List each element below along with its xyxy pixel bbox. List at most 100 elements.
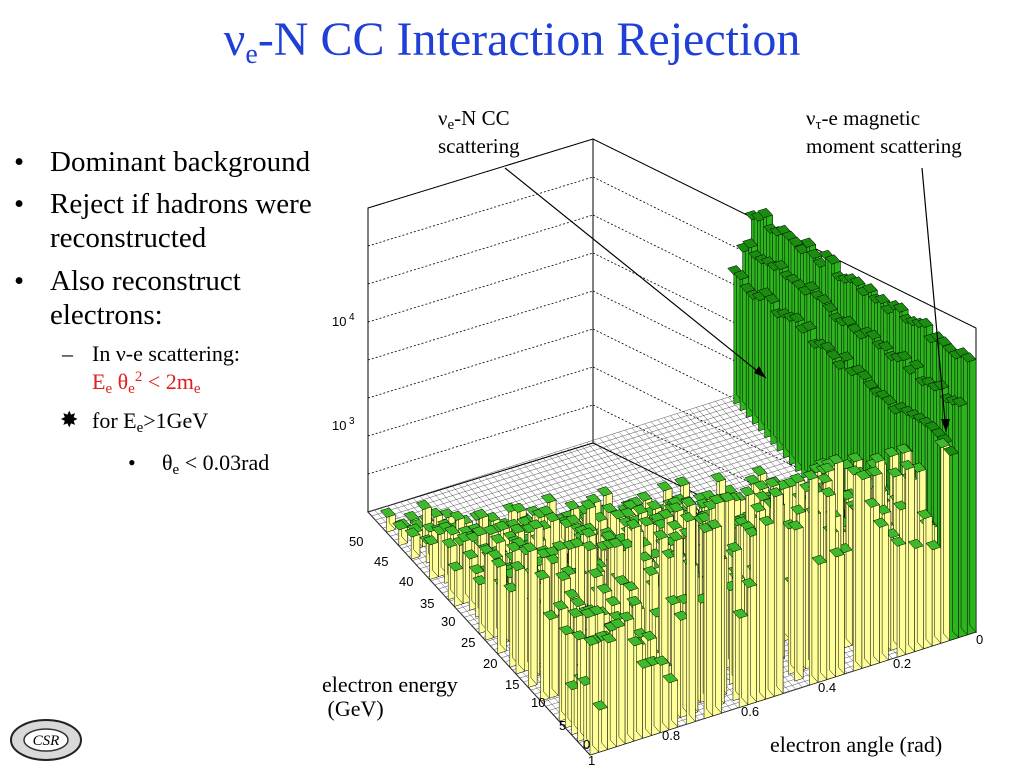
- wall-grid-line: [367, 404, 594, 475]
- angle-tick-label: 0.6: [741, 704, 759, 719]
- energy-tick-label: 20: [483, 656, 497, 671]
- histogram-bar: [802, 469, 819, 686]
- kinematic-formula: Ee θe2 < 2me: [92, 368, 201, 397]
- histogram-bar: [404, 527, 421, 560]
- energy-tick-label: 35: [420, 596, 434, 611]
- histogram-bar: [864, 497, 880, 666]
- histogram-bar: [706, 518, 723, 717]
- slide-title: νe-N CC Interaction Rejection: [223, 13, 801, 70]
- energy-tick-label: 50: [349, 534, 363, 549]
- angle-tick-label: 1: [588, 753, 595, 768]
- histogram-bar: [447, 560, 464, 607]
- histogram-bar: [750, 502, 766, 703]
- histogram-bar: [478, 543, 495, 641]
- histogram-bar: [741, 577, 758, 706]
- z-tick-exponent: 3: [349, 416, 355, 427]
- histogram-bar: [592, 700, 608, 753]
- histogram-bar: [846, 465, 863, 672]
- wall-grid-line: [592, 366, 977, 557]
- bullet-item: • Dominant background: [14, 146, 311, 178]
- sub-bullet-item: – In ν-e scattering: Ee θe2 < 2me: [12, 340, 372, 398]
- floor-grid-line: [371, 392, 758, 517]
- bullet-text: Dominant background: [50, 146, 311, 178]
- histogram-bar: [787, 519, 804, 682]
- angle-tick-label: 0: [976, 632, 983, 647]
- histogram-bar: [490, 557, 507, 655]
- z-tick-exponent: 4: [349, 312, 355, 323]
- wall-grid-line: [367, 176, 594, 247]
- histogram-bar: [907, 538, 924, 652]
- floor-grid-line: [367, 388, 755, 513]
- floor-grid-line: [379, 400, 766, 525]
- histogram-bar: [872, 517, 889, 664]
- energy-tick-label: 15: [505, 677, 519, 692]
- wall-grid-line: [367, 214, 594, 285]
- histogram-bar: [423, 534, 439, 580]
- histogram-bar: [829, 546, 845, 678]
- z-tick-label: 10: [332, 418, 346, 433]
- dot-bullet-item: • θe < 0.03rad: [128, 450, 270, 479]
- angle-tick-label: 0.8: [662, 728, 680, 743]
- histogram-bar: [960, 352, 977, 636]
- bullet-item: • Also reconstruct electrons:: [14, 264, 241, 331]
- svg-text:CSR: CSR: [33, 733, 60, 749]
- nutau-annotation: ντ-e magnetic moment scattering: [806, 106, 962, 159]
- bullet-item: • Reject if hadrons were reconstructed: [14, 188, 312, 255]
- histogram-bar: [392, 519, 409, 547]
- histogram-bars: [379, 207, 977, 756]
- energy-tick-label: 10: [531, 695, 545, 710]
- histogram-bar: [679, 511, 696, 725]
- histogram-bar: [583, 635, 600, 756]
- histogram-bar: [934, 437, 951, 644]
- histogram-bar: [509, 560, 526, 675]
- histogram-bar: [836, 542, 853, 649]
- wall-grid-line: [367, 138, 594, 209]
- nutau-arrow: [921, 167, 947, 433]
- histogram-bar: [609, 617, 626, 747]
- bullet-text: Also reconstruct electrons:: [50, 264, 241, 331]
- histogram-bar: [925, 539, 942, 647]
- histogram-bar: [662, 672, 679, 731]
- energy-tick-label: 30: [441, 614, 455, 629]
- star-bullet-item: ✸ for Ee>1GeV: [60, 407, 209, 437]
- energy-tick-label: 5: [559, 718, 566, 733]
- bullet-text: Reject if hadrons were reconstructed: [50, 188, 312, 255]
- wall-grid-line: [367, 252, 594, 323]
- energy-tick-label: 0: [583, 737, 590, 752]
- histogram-bar: [951, 396, 968, 638]
- energy-axis-label: electron energy (GeV): [322, 672, 458, 722]
- wall-grid-line: [367, 290, 594, 361]
- angle-tick-label: 0.2: [893, 656, 911, 671]
- wall-grid-line: [367, 328, 594, 399]
- histogram-bar: [811, 554, 828, 683]
- arrow-head: [941, 419, 950, 432]
- wall-grid-line: [367, 366, 594, 437]
- histogram-bar: [890, 536, 907, 658]
- histogram-bar: [636, 658, 652, 739]
- sub-bullet-text: In ν-e scattering:: [92, 341, 240, 367]
- energy-tick-label: 40: [399, 574, 413, 589]
- lab-logo: CSR: [10, 719, 82, 761]
- nue-arrow: [504, 167, 767, 379]
- histogram-bar: [644, 655, 661, 736]
- histogram-bar: [521, 541, 538, 688]
- histogram-bar: [758, 515, 775, 700]
- star-bullet-icon: ✸: [60, 407, 79, 433]
- nue-cc-annotation: νe-N CC scattering: [438, 106, 520, 159]
- energy-tick-label: 45: [374, 554, 388, 569]
- energy-tick-label: 25: [461, 635, 475, 650]
- histogram-bar: [697, 522, 714, 720]
- histogram-bar: [820, 486, 837, 680]
- floor-grid-line: [382, 404, 769, 529]
- histogram-bar: [767, 486, 784, 697]
- angle-tick-label: 0.4: [818, 680, 836, 695]
- histogram-bar: [732, 608, 749, 708]
- arrow-head: [754, 366, 766, 378]
- angle-axis-label: electron angle (rad): [770, 732, 943, 757]
- bullet-list: • Dominant background • Reject if hadrons …: [12, 145, 372, 480]
- histogram-bar: [542, 609, 559, 699]
- histogram-bar: [600, 632, 617, 750]
- floor-grid-line: [375, 396, 762, 521]
